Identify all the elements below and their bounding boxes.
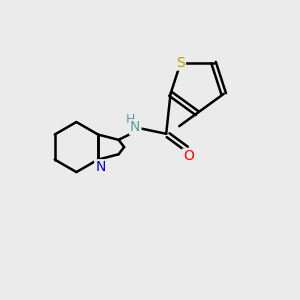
Text: N: N [95, 160, 106, 174]
Text: H: H [125, 113, 135, 126]
Text: S: S [176, 56, 185, 70]
Text: O: O [183, 149, 194, 164]
Text: N: N [130, 120, 140, 134]
